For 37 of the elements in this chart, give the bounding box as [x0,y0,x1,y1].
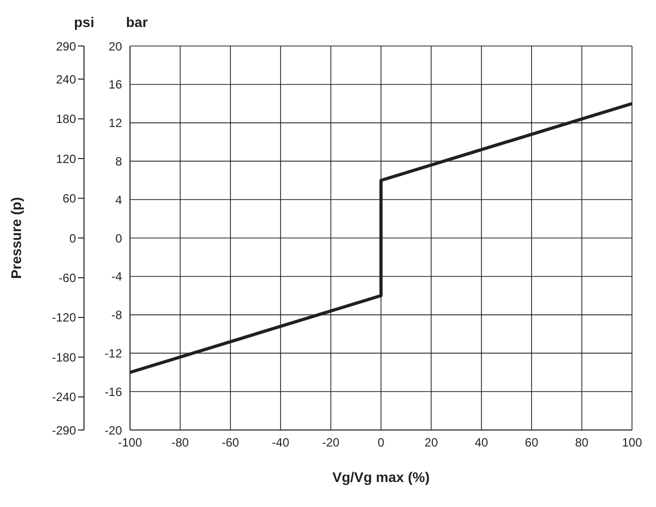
y-tick-label: 16 [108,78,122,92]
x-tick-label: 0 [378,436,385,450]
x-tick-label: -20 [322,436,340,450]
y-tick-label: -8 [111,308,122,322]
y2-tick-label: -290 [52,423,76,438]
y2-tick-label: -240 [52,390,76,404]
y2-tick-label: 0 [69,231,76,246]
y-tick-label: -20 [104,423,122,438]
x-tick-label: 40 [474,436,488,450]
y2-tick-label: 180 [56,112,76,126]
x-tick-label: 20 [424,436,438,450]
x-axis-title: Vg/Vg max (%) [332,469,430,485]
y2-tick-label: 60 [62,192,76,206]
y2-tick-label: 120 [56,152,76,166]
x-tick-label: -60 [222,436,240,450]
x-tick-label: -40 [272,436,290,450]
y-tick-label: 20 [108,39,122,54]
y-tick-label: 4 [115,192,122,207]
y-tick-label: 0 [115,231,122,246]
text: bar [126,14,148,30]
x-tick-label: -100 [118,436,142,450]
y-tick-label: -4 [111,270,122,284]
y2-tick-label: -120 [52,310,76,325]
y-tick-label: 12 [108,116,122,130]
y-tick-label: -16 [104,384,122,399]
y2-tick-label: 240 [56,72,76,86]
y-tick-label: -12 [104,346,122,360]
x-tick-label: -80 [172,436,190,450]
y2-tick-label: -60 [58,270,76,285]
x-tick-label: 100 [622,436,642,450]
y-tick-label: 8 [115,154,122,168]
x-tick-label: 80 [575,436,589,450]
text: psi [74,14,94,30]
y2-tick-label: -180 [52,350,76,364]
x-tick-label: 60 [524,436,539,450]
y2-axis-title: Pressure (p) [8,197,24,279]
y2-tick-label: 290 [56,39,76,54]
